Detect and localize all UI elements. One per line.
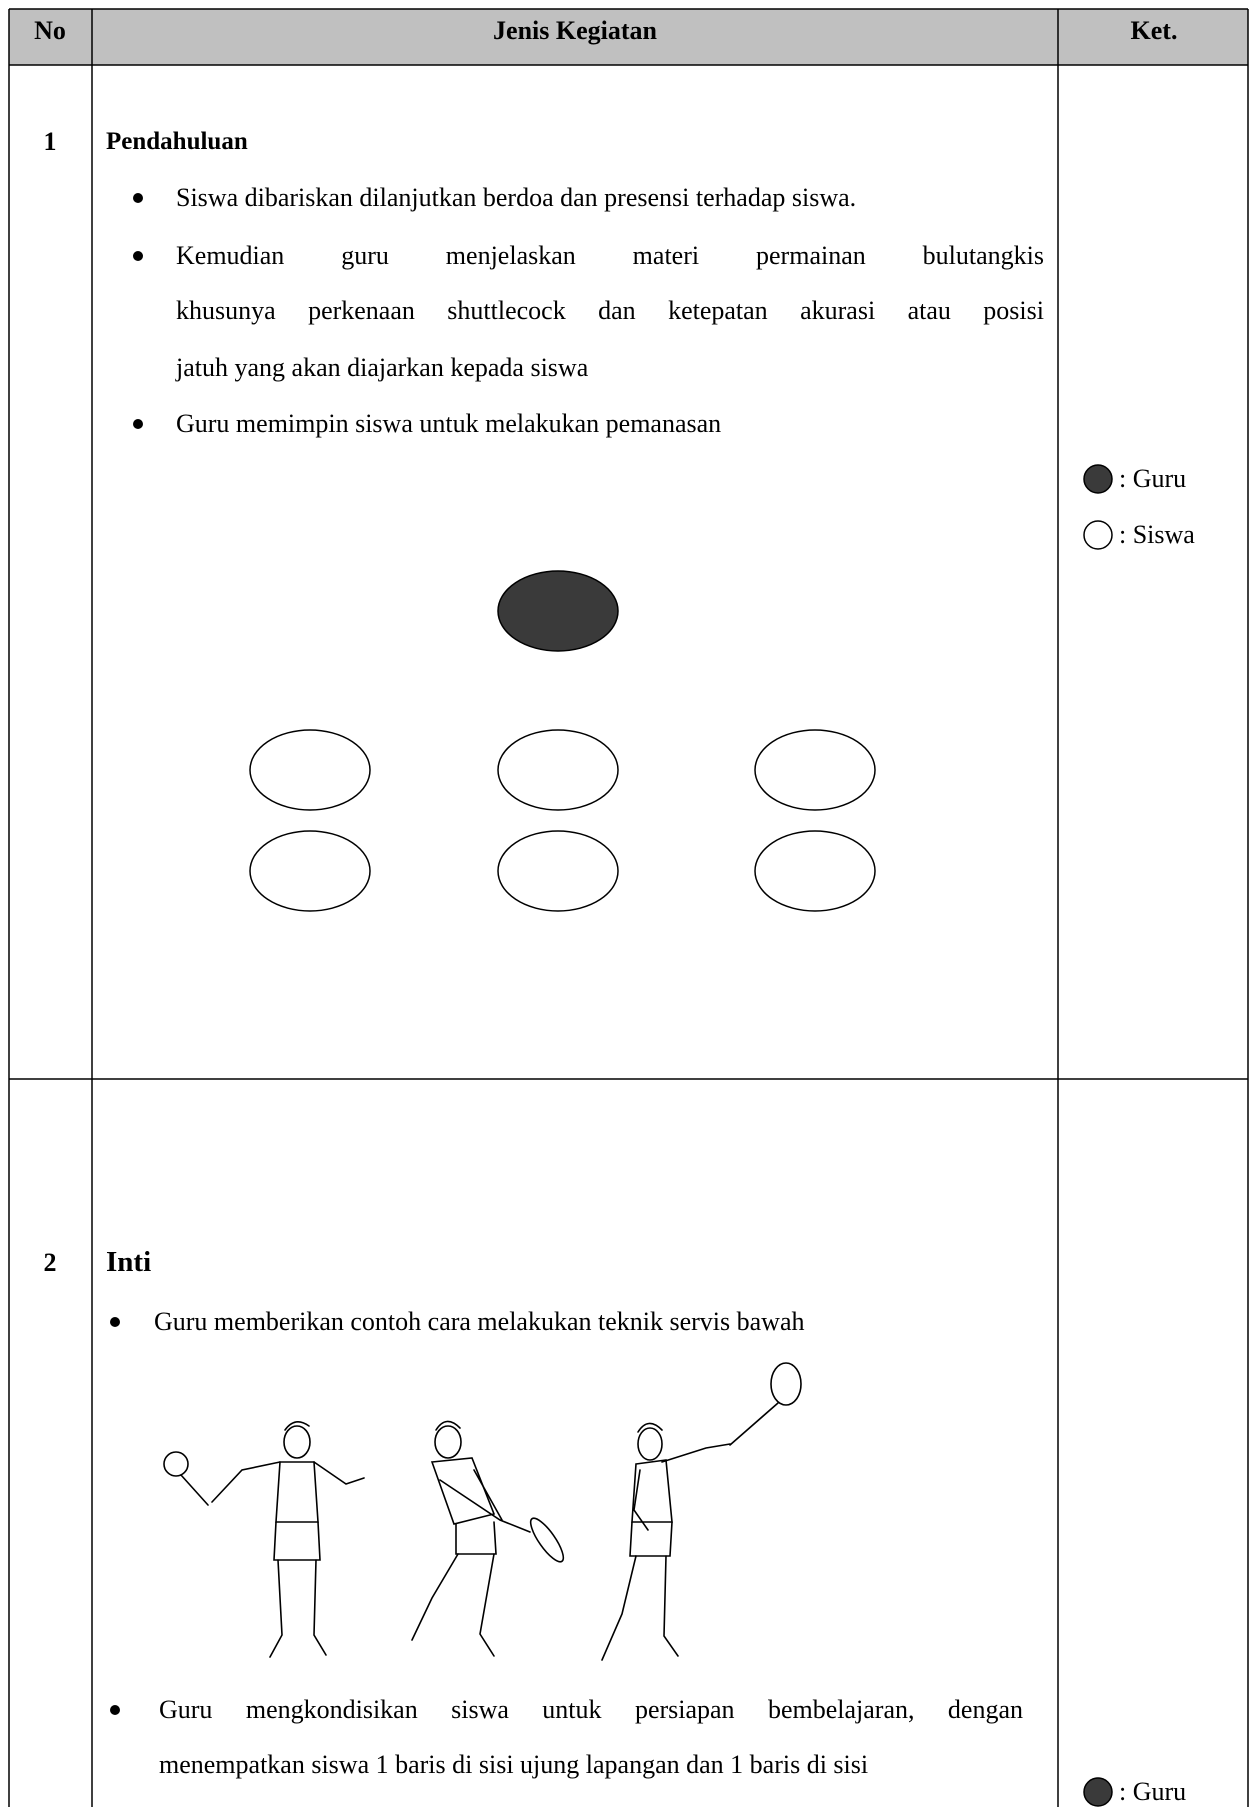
- header-bg: [9, 9, 1248, 65]
- row-title: Pendahuluan: [106, 128, 248, 155]
- item-line: Siswa dibariskan dilanjutkan berdoa dan …: [176, 183, 857, 212]
- student: [754, 729, 876, 811]
- student: [249, 830, 371, 912]
- legend-label: : Siswa: [1119, 520, 1195, 549]
- row-no: 2: [43, 1248, 57, 1277]
- item-line: khusunya perkenaan shuttlecock dan ketep…: [176, 296, 1044, 325]
- row-no: 1: [43, 127, 57, 156]
- legend-icons: [1083, 464, 1113, 1807]
- item-line: Guru mengkondisikan siswa untuk persiapa…: [159, 1695, 1023, 1724]
- bullets: [110, 193, 143, 1715]
- table-borders: [8, 8, 1249, 1807]
- item-line: jatuh yang akan diajarkan kepada siswa: [176, 353, 589, 382]
- student: [497, 729, 619, 811]
- teacher: [497, 570, 619, 652]
- header-activity: Jenis Kegiatan: [493, 16, 657, 45]
- serve-illustration: [163, 1362, 802, 1661]
- legend-label: : Guru: [1119, 1777, 1187, 1806]
- formation: [249, 570, 876, 912]
- header-note: Ket.: [1130, 16, 1178, 45]
- item-line: Guru memimpin siswa untuk melakukan pema…: [176, 409, 722, 438]
- student: [497, 830, 619, 912]
- student: [754, 830, 876, 912]
- student: [249, 729, 371, 811]
- header-no: No: [34, 16, 66, 45]
- item-line: menempatkan siswa 1 baris di sisi ujung …: [159, 1750, 869, 1779]
- item-line: Guru memberikan contoh cara melakukan te…: [154, 1307, 805, 1336]
- legend-label: : Guru: [1119, 464, 1187, 493]
- item-line: Kemudian guru menjelaskan materi permain…: [176, 241, 1044, 270]
- row-title: Inti: [106, 1246, 152, 1278]
